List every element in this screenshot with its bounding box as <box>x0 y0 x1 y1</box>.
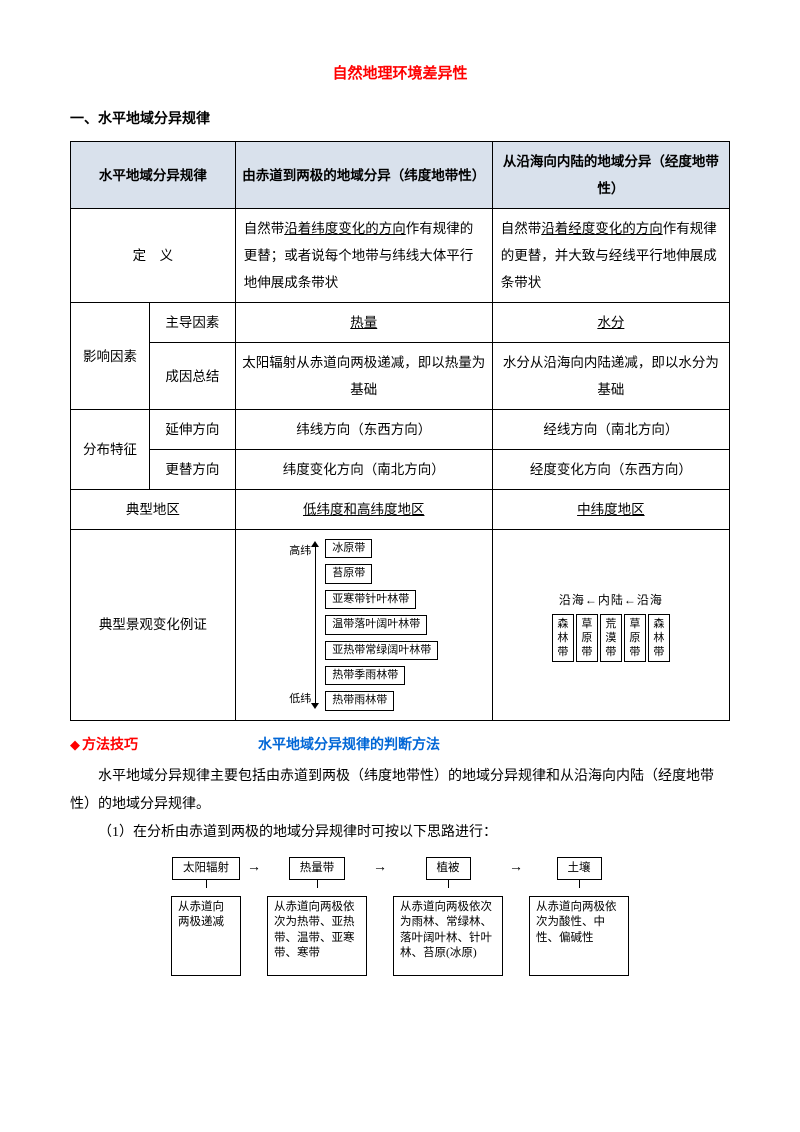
row-def-label: 定 义 <box>71 209 236 303</box>
row-mainfactor-lat: 热量 <box>235 303 492 343</box>
th-rule: 水平地域分异规律 <box>71 142 236 209</box>
flow-body-1: 从赤道向两极递减 <box>171 896 241 976</box>
lat-low-label: 低纬 <box>289 688 311 710</box>
th-lat: 由赤道到两极的地域分异（纬度地带性） <box>235 142 492 209</box>
flow-arrow-3: → <box>509 861 523 875</box>
method-title: 水平地域分异规律的判断方法 <box>258 733 440 760</box>
flow-arrow-2: → <box>373 861 387 875</box>
lon-cell-0: 森林带 <box>552 614 574 663</box>
arrow-down-icon <box>311 703 319 709</box>
lat-zone-5: 热带季雨林带 <box>325 666 405 685</box>
flow-body-3: 从赤道向两极依次为雨林、常绿林、落叶阔叶林、针叶林、苔原(冰原) <box>393 896 503 976</box>
flow-diagram: 太阳辐射 从赤道向两极递减 → 热量带 从赤道向两极依次为热带、亚热带、温带、亚… <box>171 857 629 975</box>
flow-head-4: 土壤 <box>557 857 602 879</box>
page-title: 自然地理环境差异性 <box>70 60 730 89</box>
lat-zone-1: 苔原带 <box>325 564 372 583</box>
row-cause-label: 成因总结 <box>150 343 236 410</box>
lat-zone-0: 冰原带 <box>325 539 372 558</box>
method-para-2: （1）在分析由赤道到两极的地域分异规律时可按以下思路进行： <box>70 819 730 847</box>
lon-cell-2: 荒漠带 <box>600 614 622 663</box>
lat-zone-4: 亚热带常绿阔叶林带 <box>325 641 438 660</box>
lat-high-label: 高纬 <box>289 540 311 562</box>
row-change-lat: 纬度变化方向（南北方向） <box>235 450 492 490</box>
row-region-lat: 低纬度和高纬度地区 <box>235 490 492 530</box>
row-region-label: 典型地区 <box>71 490 236 530</box>
flow-head-2: 热量带 <box>289 857 346 879</box>
row-extend-lat: 纬线方向（东西方向） <box>235 410 492 450</box>
lat-zone-3: 温带落叶阔叶林带 <box>325 615 427 634</box>
row-example-label: 典型景观变化例证 <box>71 530 236 721</box>
row-mainfactor-label: 主导因素 <box>150 303 236 343</box>
rules-table: 水平地域分异规律 由赤道到两极的地域分异（纬度地带性） 从沿海向内陆的地域分异（… <box>70 141 730 721</box>
lon-header: 沿海←内陆←沿海 <box>551 588 671 612</box>
row-extend-lon: 经线方向（南北方向） <box>492 410 729 450</box>
method-para-1: 水平地域分异规律主要包括由赤道到两极（纬度地带性）的地域分异规律和从沿海向内陆（… <box>70 763 730 819</box>
row-cause-lat: 太阳辐射从赤道向两极递减，即以热量为基础 <box>235 343 492 410</box>
section-1-heading: 一、水平地域分异规律 <box>70 107 730 134</box>
row-mainfactor-lon: 水分 <box>492 303 729 343</box>
lon-cell-1: 草原带 <box>576 614 598 663</box>
row-factor-label: 影响因素 <box>71 303 150 410</box>
flow-body-4: 从赤道向两极依次为酸性、中性、偏碱性 <box>529 896 629 976</box>
lon-diagram-cell: 沿海←内陆←沿海 森林带草原带荒漠带草原带森林带 <box>492 530 729 721</box>
lat-diagram-cell: 高纬 低纬 冰原带苔原带亚寒带针叶林带温带落叶阔叶林带亚热带常绿阔叶林带热带季雨… <box>235 530 492 721</box>
row-def-lat: 自然带沿着纬度变化的方向作有规律的更替；或者说每个地带与纬线大体平行地伸展成条带… <box>235 209 492 303</box>
method-label: 方法技巧 <box>82 733 138 760</box>
lon-cell-3: 草原带 <box>624 614 646 663</box>
lon-cell-4: 森林带 <box>648 614 670 663</box>
row-extend-label: 延伸方向 <box>150 410 236 450</box>
flow-arrow-1: → <box>247 861 261 875</box>
diamond-icon: ◆ <box>70 733 80 758</box>
lat-zone-6: 热带雨林带 <box>325 691 394 710</box>
row-region-lon: 中纬度地区 <box>492 490 729 530</box>
row-dist-label: 分布特征 <box>71 410 150 490</box>
th-lon: 从沿海向内陆的地域分异（经度地带性） <box>492 142 729 209</box>
lat-zone-2: 亚寒带针叶林带 <box>325 590 416 609</box>
lat-axis-line <box>315 546 316 704</box>
row-cause-lon: 水分从沿海向内陆递减，即以水分为基础 <box>492 343 729 410</box>
row-change-lon: 经度变化方向（东西方向） <box>492 450 729 490</box>
flow-head-1: 太阳辐射 <box>172 857 240 879</box>
flow-head-3: 植被 <box>426 857 471 879</box>
flow-body-2: 从赤道向两极依次为热带、亚热带、温带、亚寒带、寒带 <box>267 896 367 976</box>
row-change-label: 更替方向 <box>150 450 236 490</box>
row-def-lon: 自然带沿着经度变化的方向作有规律的更替，并大致与经线平行地伸展成条带状 <box>492 209 729 303</box>
